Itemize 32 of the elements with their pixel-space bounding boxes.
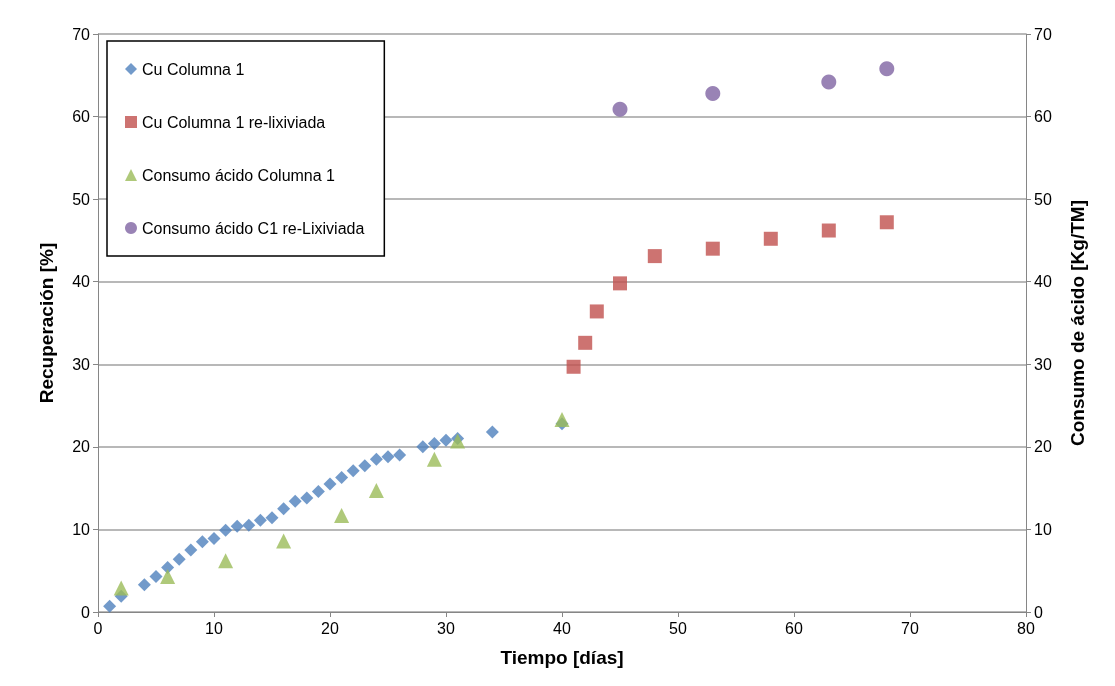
- y-tick-label: 10: [72, 520, 91, 538]
- x-tick-label: 30: [437, 619, 455, 637]
- x-tick-label: 10: [205, 619, 223, 637]
- legend-label: Consumo ácido C1 re-Lixiviada: [142, 219, 365, 237]
- y-tick-label: 40: [72, 273, 91, 291]
- legend-label: Cu Columna 1 re-lixiviada: [142, 113, 326, 131]
- y2-tick-label: 10: [1034, 520, 1052, 538]
- legend-label: Cu Columna 1: [142, 60, 245, 78]
- x-tick-label: 40: [553, 619, 571, 637]
- y-axis-title: Recuperación [%]: [36, 242, 57, 404]
- x-tick-label: 80: [1017, 619, 1035, 637]
- y2-tick-label: 50: [1034, 190, 1052, 208]
- legend-label: Consumo ácido Columna 1: [142, 166, 336, 184]
- x-axis-title: Tiempo [días]: [500, 647, 624, 668]
- y2-tick-label: 70: [1034, 25, 1052, 43]
- y2-tick-label: 30: [1034, 355, 1052, 373]
- y-tick-label: 60: [72, 108, 91, 126]
- y-tick-label: 0: [81, 603, 91, 621]
- y2-tick-label: 40: [1034, 273, 1052, 291]
- y-tick-label: 30: [72, 355, 91, 373]
- y2-axis-title: Consumo de ácido [Kg/TM]: [1067, 200, 1088, 446]
- y-tick-label: 20: [72, 438, 91, 456]
- y-tick-label: 70: [72, 25, 91, 43]
- x-tick-label: 70: [901, 619, 919, 637]
- y2-tick-label: 60: [1034, 108, 1052, 126]
- x-tick-label: 0: [93, 619, 103, 637]
- y2-tick-label: 20: [1034, 438, 1052, 456]
- x-tick-label: 50: [669, 619, 687, 637]
- y2-tick-label: 0: [1034, 603, 1043, 621]
- x-tick-label: 60: [785, 619, 803, 637]
- y-tick-label: 50: [72, 190, 91, 208]
- x-tick-label: 20: [321, 619, 339, 637]
